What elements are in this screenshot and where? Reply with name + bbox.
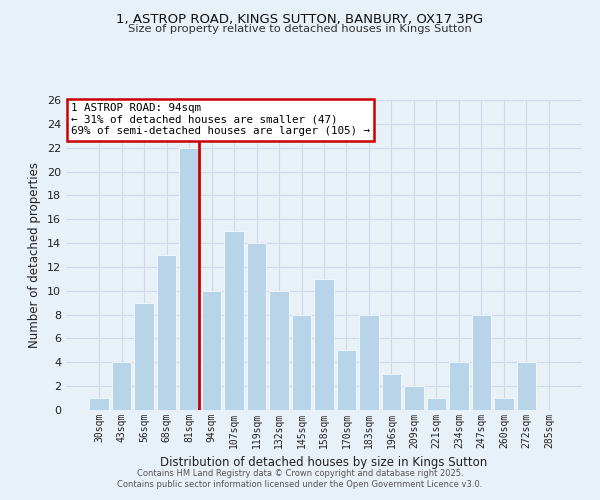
Bar bbox=[337, 350, 356, 410]
Text: Size of property relative to detached houses in Kings Sutton: Size of property relative to detached ho… bbox=[128, 24, 472, 34]
Bar bbox=[247, 243, 266, 410]
Bar bbox=[494, 398, 514, 410]
Bar bbox=[517, 362, 536, 410]
Bar bbox=[314, 279, 334, 410]
Text: 1 ASTROP ROAD: 94sqm
← 31% of detached houses are smaller (47)
69% of semi-detac: 1 ASTROP ROAD: 94sqm ← 31% of detached h… bbox=[71, 103, 370, 136]
Bar bbox=[224, 231, 244, 410]
Bar bbox=[112, 362, 131, 410]
X-axis label: Distribution of detached houses by size in Kings Sutton: Distribution of detached houses by size … bbox=[160, 456, 488, 469]
Bar bbox=[269, 291, 289, 410]
Text: 1, ASTROP ROAD, KINGS SUTTON, BANBURY, OX17 3PG: 1, ASTROP ROAD, KINGS SUTTON, BANBURY, O… bbox=[116, 12, 484, 26]
Bar bbox=[89, 398, 109, 410]
Bar bbox=[359, 314, 379, 410]
Bar bbox=[449, 362, 469, 410]
Bar bbox=[292, 314, 311, 410]
Bar bbox=[472, 314, 491, 410]
Bar bbox=[202, 291, 221, 410]
Y-axis label: Number of detached properties: Number of detached properties bbox=[28, 162, 41, 348]
Text: Contains HM Land Registry data © Crown copyright and database right 2025.: Contains HM Land Registry data © Crown c… bbox=[137, 468, 463, 477]
Bar bbox=[134, 302, 154, 410]
Bar bbox=[427, 398, 446, 410]
Bar bbox=[382, 374, 401, 410]
Bar bbox=[157, 255, 176, 410]
Bar bbox=[179, 148, 199, 410]
Bar bbox=[404, 386, 424, 410]
Text: Contains public sector information licensed under the Open Government Licence v3: Contains public sector information licen… bbox=[118, 480, 482, 489]
